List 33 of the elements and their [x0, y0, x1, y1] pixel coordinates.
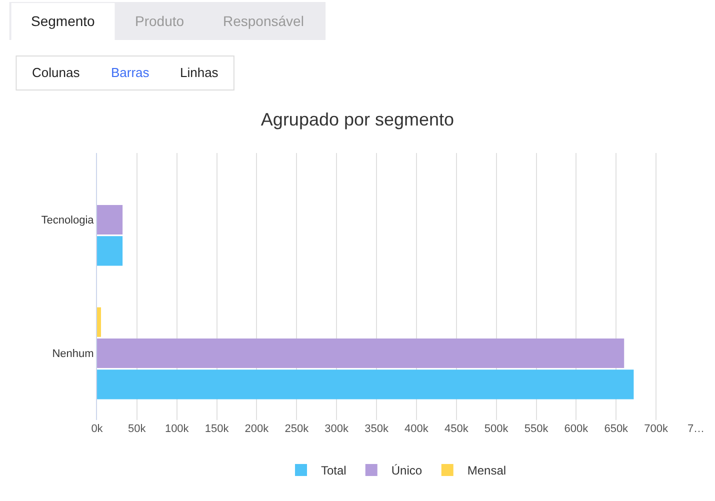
text: Linhas — [180, 65, 219, 80]
text: Produto — [135, 13, 184, 29]
text: Segmento — [31, 13, 96, 29]
text: Barras — [111, 65, 150, 80]
x-tick-label: 350k — [364, 423, 389, 435]
x-tick-label: 550k — [524, 423, 549, 435]
legend-label: Mensal — [467, 464, 506, 478]
x-tick-label: 300k — [324, 423, 350, 435]
y-tick-label: Tecnologia — [41, 214, 95, 227]
x-tick-label: 600k — [564, 423, 589, 435]
x-tick-label: 50k — [128, 423, 146, 435]
x-tick-label: 400k — [404, 423, 429, 435]
bar — [97, 307, 101, 337]
x-tick-label: 7… — [687, 423, 705, 435]
x-tick-label: 700k — [644, 423, 668, 435]
legend-label: Único — [391, 464, 422, 478]
bar — [97, 370, 634, 400]
x-tick-label: 0k — [91, 423, 104, 435]
text: Responsável — [223, 13, 304, 29]
bar — [97, 338, 624, 368]
y-tick-label: Nenhum — [52, 348, 94, 360]
bar — [97, 236, 123, 266]
x-tick-label: 100k — [164, 423, 190, 435]
chart-title: Agrupado por segmento — [260, 109, 454, 130]
x-tick-label: 650k — [604, 423, 629, 435]
legend-label: Total — [321, 464, 346, 478]
x-tick-label: 150k — [204, 423, 230, 435]
x-tick-label: 500k — [484, 423, 509, 435]
bar — [97, 204, 123, 235]
text: Colunas — [32, 65, 80, 80]
x-tick-label: 450k — [444, 423, 469, 435]
x-tick-label: 200k — [244, 423, 270, 435]
x-tick-label: 250k — [284, 423, 310, 435]
